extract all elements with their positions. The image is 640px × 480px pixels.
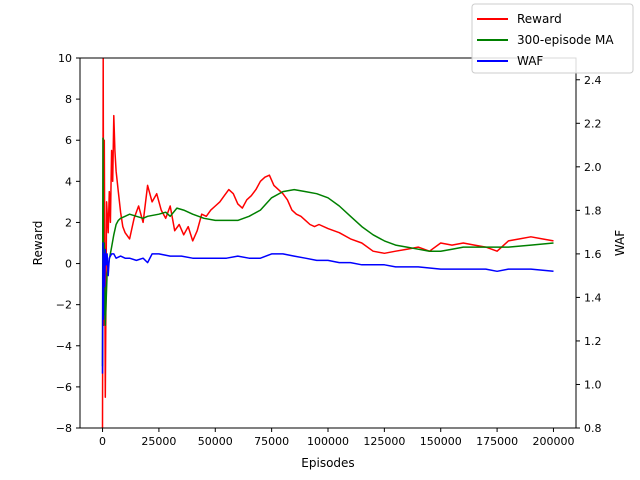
legend-label-reward: Reward xyxy=(517,12,562,26)
series-layer xyxy=(101,58,554,428)
y-left-tick-label: 0 xyxy=(65,258,72,271)
x-tick-label: 175000 xyxy=(476,435,518,448)
x-tick-label: 0 xyxy=(99,435,106,448)
x-tick-label: 75000 xyxy=(254,435,289,448)
plot-area xyxy=(80,58,576,428)
y-left-tick-label: 6 xyxy=(65,134,72,147)
y-right-tick-label: 2.2 xyxy=(584,117,602,130)
y-right-tick-label: 1.0 xyxy=(584,378,602,391)
x-tick-label: 25000 xyxy=(141,435,176,448)
y-right-tick-label: 1.8 xyxy=(584,204,602,217)
legend-label-ma: 300-episode MA xyxy=(517,33,614,47)
x-axis-label: Episodes xyxy=(301,456,354,470)
y-right-tick-label: 1.6 xyxy=(584,248,602,261)
plot-background xyxy=(80,58,576,428)
legend: Reward 300-episode MA WAF xyxy=(471,3,634,74)
y-left-tick-label: −2 xyxy=(56,299,72,312)
y-axis-label-left: Reward xyxy=(31,221,45,266)
legend-box xyxy=(471,3,634,74)
y-left-tick-label: −8 xyxy=(56,422,72,435)
series-line-300-episode-ma xyxy=(101,137,554,367)
y-left-tick-label: 4 xyxy=(65,175,72,188)
y-left-tick-label: 10 xyxy=(58,52,72,65)
x-tick-label: 100000 xyxy=(307,435,349,448)
y-right-tick-label: 1.4 xyxy=(584,291,602,304)
x-tick-label: 200000 xyxy=(532,435,574,448)
y-left-tick-label: 2 xyxy=(65,216,72,229)
axes: 0 25000 50000 75000 100000 125000 150000 175000… xyxy=(56,52,602,448)
x-tick-label: 50000 xyxy=(198,435,233,448)
legend-label-waf: WAF xyxy=(517,54,543,68)
y-right-tick-label: 2.0 xyxy=(584,161,602,174)
y-right-tick-label: 1.2 xyxy=(584,335,602,348)
series-line-reward xyxy=(101,58,554,428)
x-tick-label: 125000 xyxy=(363,435,405,448)
y-axis-label-right: WAF xyxy=(613,230,627,256)
series-line-waf xyxy=(101,242,554,374)
x-tick-label: 150000 xyxy=(420,435,462,448)
y-left-tick-label: 8 xyxy=(65,93,72,106)
y-right-tick-label: 2.4 xyxy=(584,74,602,87)
y-right-tick-label: 0.8 xyxy=(584,422,602,435)
y-left-tick-label: −4 xyxy=(56,340,72,353)
y-left-tick-label: −6 xyxy=(56,381,72,394)
